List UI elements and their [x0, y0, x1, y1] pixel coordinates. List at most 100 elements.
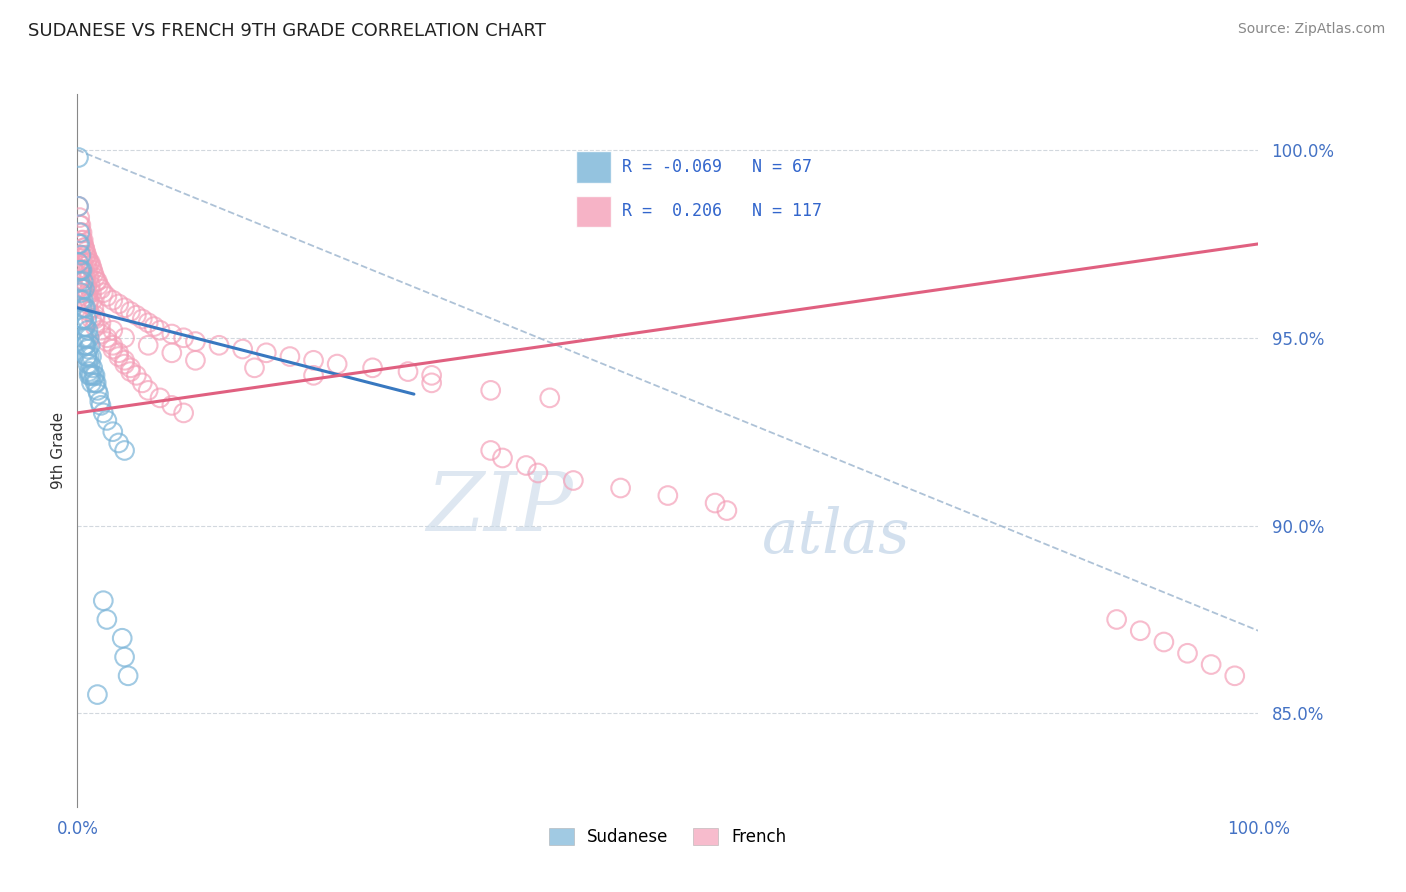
Point: [77, 293, 100, 308]
Point: [91, 406, 114, 420]
Point: [120, 304, 142, 318]
Point: [67, 199, 90, 213]
Point: [143, 319, 166, 334]
Point: [326, 357, 349, 371]
Point: [120, 365, 142, 379]
Point: [75, 338, 97, 352]
Point: [75, 319, 97, 334]
Point: [67, 255, 90, 269]
Point: [84, 376, 107, 390]
Point: [69, 263, 91, 277]
Point: [657, 489, 679, 503]
Point: [77, 331, 100, 345]
Point: [90, 398, 112, 412]
Point: [136, 338, 159, 352]
Point: [84, 376, 107, 390]
Point: [73, 301, 96, 315]
Point: [562, 474, 585, 488]
Point: [107, 346, 129, 360]
Point: [83, 301, 105, 315]
Point: [90, 323, 112, 337]
Point: [232, 342, 254, 356]
Point: [75, 248, 97, 262]
Point: [77, 342, 100, 356]
Point: [1199, 657, 1222, 672]
Point: [77, 365, 100, 379]
Point: [82, 293, 104, 308]
Point: [538, 391, 561, 405]
Point: [101, 338, 124, 352]
Point: [70, 263, 93, 277]
Point: [89, 394, 111, 409]
Point: [70, 301, 93, 315]
Point: [114, 443, 136, 458]
Point: [70, 218, 93, 232]
Point: [70, 226, 93, 240]
Point: [70, 263, 93, 277]
Point: [84, 275, 107, 289]
Point: [70, 226, 93, 240]
Point: [420, 368, 443, 383]
Point: [73, 338, 96, 352]
Point: [91, 593, 114, 607]
Point: [73, 282, 96, 296]
Point: [1177, 646, 1199, 660]
Point: [76, 278, 98, 293]
Point: [131, 376, 153, 390]
Point: [704, 496, 727, 510]
Point: [80, 260, 103, 274]
Y-axis label: 9th Grade: 9th Grade: [51, 412, 66, 489]
Point: [84, 319, 107, 334]
Point: [77, 368, 100, 383]
Point: [278, 350, 301, 364]
Point: [67, 199, 90, 213]
Point: [80, 312, 103, 326]
Point: [184, 353, 207, 368]
Point: [69, 211, 91, 225]
Point: [77, 263, 100, 277]
Point: [72, 312, 94, 326]
Point: [149, 323, 172, 337]
Point: [79, 278, 101, 293]
Text: Source: ZipAtlas.com: Source: ZipAtlas.com: [1237, 22, 1385, 37]
Point: [70, 248, 93, 262]
Point: [84, 270, 107, 285]
Point: [101, 425, 124, 439]
Point: [70, 285, 93, 300]
Point: [125, 308, 148, 322]
Point: [70, 236, 93, 251]
Point: [87, 387, 110, 401]
Point: [120, 360, 142, 375]
Point: [76, 255, 98, 269]
Point: [96, 612, 118, 626]
Point: [73, 319, 96, 334]
Point: [77, 323, 100, 337]
Point: [76, 248, 98, 262]
Point: [107, 350, 129, 364]
Point: [420, 376, 443, 390]
Point: [160, 346, 183, 360]
Point: [136, 384, 159, 398]
Point: [73, 275, 96, 289]
Point: [77, 304, 100, 318]
Point: [84, 308, 107, 322]
Point: [72, 236, 94, 251]
Point: [69, 236, 91, 251]
Point: [72, 233, 94, 247]
Point: [75, 301, 97, 315]
Point: [77, 297, 100, 311]
Point: [75, 270, 97, 285]
Point: [73, 331, 96, 345]
Point: [479, 384, 502, 398]
Point: [1129, 624, 1152, 638]
Point: [73, 241, 96, 255]
Point: [96, 413, 118, 427]
Point: [82, 360, 104, 375]
Point: [716, 503, 738, 517]
Point: [76, 350, 98, 364]
Point: [69, 275, 91, 289]
Point: [243, 360, 266, 375]
Point: [82, 263, 104, 277]
Point: [72, 275, 94, 289]
Point: [80, 350, 103, 364]
